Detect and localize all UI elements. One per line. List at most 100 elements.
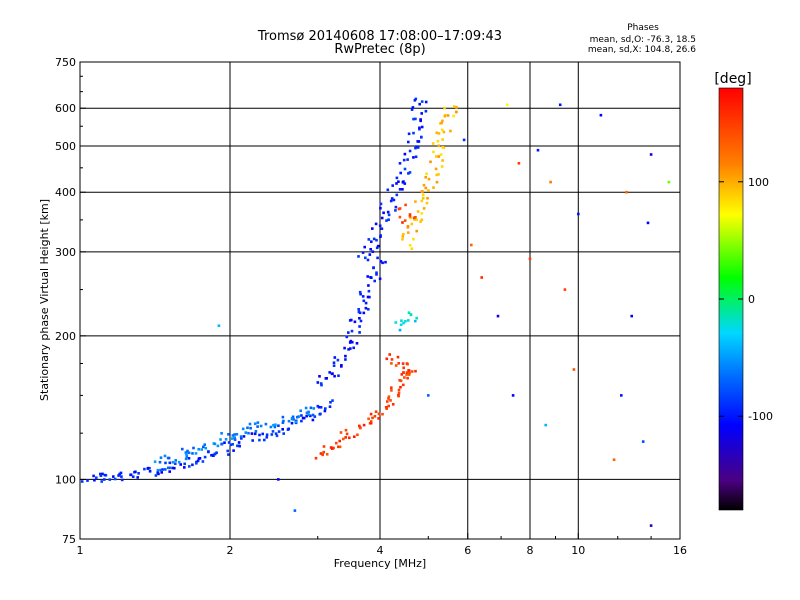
data-point	[348, 341, 352, 344]
x-tick-label: 4	[377, 544, 384, 557]
plot-grid	[80, 62, 680, 539]
data-point	[146, 466, 150, 470]
data-point	[403, 219, 407, 222]
data-point	[398, 188, 402, 191]
data-point	[391, 184, 394, 187]
data-point	[418, 126, 421, 130]
data-point	[322, 445, 326, 448]
data-point	[343, 346, 346, 350]
data-point	[246, 426, 249, 430]
data-point	[440, 128, 444, 132]
data-point	[407, 231, 410, 234]
data-point	[131, 475, 135, 478]
data-point	[328, 371, 331, 374]
data-point	[387, 404, 390, 408]
data-point	[410, 222, 414, 226]
data-point	[293, 509, 297, 512]
data-point	[203, 443, 206, 446]
data-point	[420, 125, 424, 129]
data-point	[328, 405, 332, 408]
data-point	[263, 438, 266, 442]
data-point	[398, 207, 402, 210]
data-point	[389, 199, 393, 203]
data-point	[292, 418, 295, 421]
data-point	[403, 152, 407, 156]
data-point	[399, 379, 403, 383]
data-point	[311, 413, 315, 417]
data-point	[385, 357, 389, 361]
data-point	[420, 212, 424, 215]
data-point	[435, 173, 439, 177]
y-tick-label: 300	[55, 246, 76, 259]
data-point	[215, 451, 218, 454]
data-point	[422, 183, 426, 187]
data-point	[156, 471, 159, 475]
data-point	[390, 358, 394, 361]
data-point	[408, 371, 411, 375]
data-point	[414, 200, 417, 203]
data-point	[412, 237, 415, 241]
colorbar-tick-label: -100	[748, 410, 773, 423]
data-point	[103, 478, 106, 481]
data-point	[159, 456, 163, 459]
data-point	[325, 377, 328, 380]
data-point	[168, 461, 172, 465]
data-point	[357, 310, 361, 314]
data-point	[249, 426, 252, 430]
data-point	[358, 317, 361, 320]
data-point	[425, 172, 428, 176]
data-point	[371, 416, 374, 420]
data-point	[321, 453, 324, 457]
data-point	[409, 313, 413, 316]
data-point	[407, 373, 411, 376]
colorbar-label: [deg]	[714, 71, 751, 87]
data-point	[240, 437, 243, 440]
data-point	[387, 395, 391, 398]
data-point	[136, 476, 139, 479]
data-point	[239, 435, 243, 438]
data-point	[290, 421, 294, 425]
data-point	[275, 434, 279, 438]
data-point	[300, 419, 303, 423]
data-point	[437, 173, 440, 176]
x-axis-label: Frequency [MHz]	[334, 557, 426, 570]
data-point	[379, 202, 383, 206]
data-point	[120, 475, 123, 478]
data-point	[202, 445, 205, 449]
data-point	[442, 130, 446, 134]
data-point	[299, 409, 302, 413]
data-point	[291, 415, 295, 419]
data-point	[391, 403, 395, 406]
data-point	[402, 383, 405, 387]
data-point	[377, 417, 380, 420]
data-point	[424, 186, 428, 190]
data-point	[277, 424, 280, 427]
data-point	[331, 399, 334, 402]
data-point	[427, 189, 430, 192]
data-point	[420, 100, 424, 103]
data-point	[405, 362, 409, 365]
data-point	[338, 439, 341, 443]
x-tick-label: 16	[673, 544, 687, 557]
data-point	[161, 468, 164, 471]
data-point	[410, 247, 414, 250]
data-point	[342, 437, 345, 441]
data-point	[366, 258, 370, 262]
data-point	[272, 423, 275, 427]
data-point	[269, 425, 273, 429]
data-point	[424, 109, 428, 113]
data-point	[253, 432, 257, 436]
data-point	[401, 188, 404, 191]
data-point	[241, 427, 245, 431]
data-point	[319, 382, 323, 385]
data-point	[271, 430, 275, 433]
data-point	[345, 335, 349, 339]
data-point	[431, 142, 435, 145]
data-point	[409, 216, 412, 220]
x-axis-ticks: 1 2 4 6 8 10 16	[77, 533, 687, 557]
data-point	[134, 470, 137, 474]
data-point	[256, 421, 260, 424]
x-tick-label: 6	[464, 544, 471, 557]
phase-stats-x: mean, sd,X: 104.8, 26.6	[588, 45, 696, 55]
data-point	[233, 438, 237, 441]
